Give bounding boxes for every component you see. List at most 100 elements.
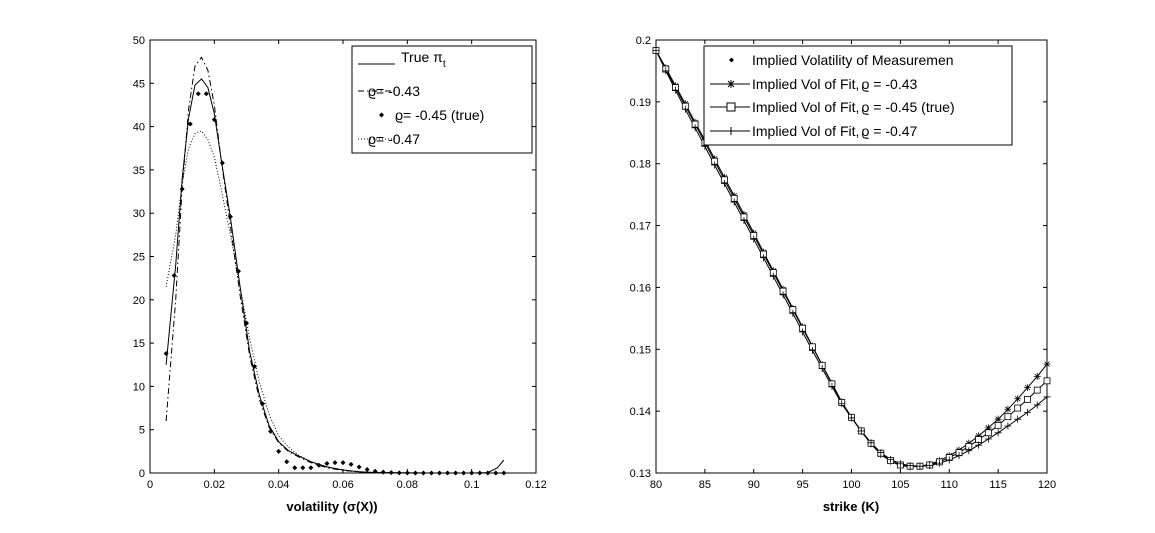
legend-swatch-fit-043-star [727, 80, 735, 88]
y-tick-label: 0.19 [630, 97, 651, 109]
series-3-point [896, 460, 904, 468]
series-2-point [1014, 404, 1022, 412]
series-2-point [404, 470, 410, 476]
right-plot-panel: 80 85 90 95 100 105 110 115 120 0.13 0.14 0.15 0.16 0… [630, 35, 1057, 514]
series-3-point [672, 86, 680, 94]
series-1-point [984, 424, 992, 432]
series-2-point [994, 421, 1002, 429]
legend-swatch-measurement [729, 57, 734, 63]
series-2-point [244, 320, 249, 326]
x-tick-label: 85 [699, 479, 711, 491]
series-3-point [789, 309, 797, 317]
series-2-point [268, 428, 274, 434]
legend-label-rho-047: ϱ= -0.47 [368, 131, 420, 147]
series-3-point [926, 462, 934, 470]
y-tick-label: 10 [133, 381, 145, 393]
series-2-point [469, 470, 475, 476]
series-2-point [332, 460, 338, 466]
x-tick-label: 0.04 [268, 479, 289, 491]
series-3-point [818, 364, 826, 372]
y-tick-label: 0.14 [630, 406, 651, 418]
series-2-point [477, 470, 483, 476]
series-2-point [179, 186, 185, 192]
series-3-point [691, 124, 699, 132]
series-3-point [1033, 401, 1041, 409]
legend-label-measurement: Implied Volatility of Measuremen [752, 52, 954, 68]
series-2-point [300, 465, 306, 471]
series-3-point [662, 67, 670, 75]
series-2-point [284, 459, 290, 465]
x-tick-label: 0.12 [525, 479, 546, 491]
series-3-point [740, 217, 748, 225]
y-tick-label: 25 [133, 252, 145, 264]
series-2-point [445, 470, 451, 476]
legend-swatch-fit-045-square [726, 102, 736, 112]
y-tick-label: 30 [133, 208, 145, 220]
x-tick-label: 95 [797, 479, 809, 491]
series-2-point [348, 461, 354, 467]
legend-swatch-rho-045 [379, 112, 384, 118]
x-tick-label: 0.06 [332, 479, 353, 491]
y-tick-label: 50 [133, 35, 145, 47]
series-2-point [461, 470, 467, 476]
series-3-point [750, 235, 758, 243]
series-2-point [501, 470, 507, 476]
series-2-point [316, 462, 322, 468]
series-2-point [437, 470, 442, 476]
x-tick-label: 0.08 [397, 479, 418, 491]
series-1-point [1033, 373, 1041, 381]
series-3-point [760, 254, 768, 262]
series-2-point [356, 464, 362, 470]
series-2-point [195, 91, 201, 97]
legend-label-true-pi: True πt [401, 49, 446, 70]
x-tick-label: 0.02 [204, 479, 225, 491]
series-2-point [276, 448, 282, 454]
series-3-point [848, 414, 855, 422]
y-tick-label: 5 [139, 425, 145, 437]
series-2-point [364, 467, 370, 473]
y-tick-label: 45 [133, 78, 145, 90]
left-axis-ticks: 0 0.02 0.04 0.06 0.08 0.1 0.12 0 5 10 15 20 25 30 35 40… [133, 35, 547, 491]
x-tick-label: 115 [989, 479, 1007, 491]
series-2-point [260, 401, 266, 407]
series-2-point [171, 273, 177, 279]
x-tick-label: 100 [842, 479, 860, 491]
series-2-point [1024, 395, 1031, 403]
series-2-point [163, 350, 169, 356]
x-tick-label: 0 [147, 479, 153, 491]
series-3-point [1023, 408, 1031, 416]
series-3-point [652, 47, 660, 55]
series-2-point [308, 465, 314, 471]
series-2-point [453, 470, 459, 476]
series-3-point [906, 462, 914, 470]
y-tick-label: 20 [133, 295, 145, 307]
x-tick-label: 0.1 [464, 479, 479, 491]
legend-label-rho-045: ϱ= -0.45 (true) [395, 107, 484, 123]
y-tick-label: 0.2 [636, 35, 651, 47]
series-2-point [396, 470, 402, 476]
series-3-point [711, 161, 719, 169]
series-3-point [1004, 422, 1012, 430]
series-2-point [227, 214, 233, 220]
y-tick-label: 0.18 [630, 159, 651, 171]
x-tick-label: 90 [748, 479, 760, 491]
series-2-point [203, 91, 209, 97]
series-3-point [1043, 393, 1051, 401]
y-tick-label: 40 [133, 122, 145, 134]
series-3-point [965, 447, 973, 455]
right-axis-ticks: 80 85 90 95 100 105 110 115 120 0.13 0.14 0.15 0.16 0… [630, 35, 1057, 491]
series-2-point [211, 117, 217, 123]
y-tick-label: 0 [139, 468, 145, 480]
left-x-axis-label: volatility (σ(X)) [286, 499, 377, 514]
series-3-point [720, 180, 728, 188]
x-tick-label: 120 [1038, 479, 1056, 491]
series-1-line [165, 56, 504, 474]
series-2-point [1043, 377, 1051, 385]
series-3-point [838, 400, 846, 408]
series-1-point [975, 432, 983, 440]
series-2-point [372, 468, 378, 474]
series-3-point [887, 455, 895, 463]
series-3-point [730, 198, 738, 206]
series-2-point [219, 160, 225, 166]
